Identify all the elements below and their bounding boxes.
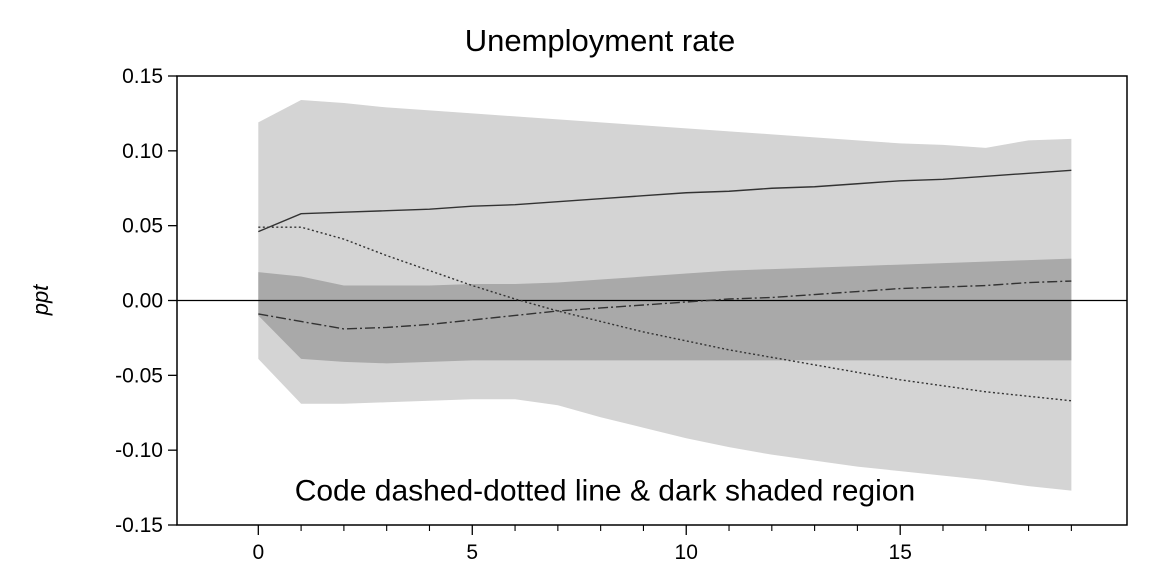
y-tick-label: -0.10 (115, 439, 163, 462)
y-tick-label: -0.05 (115, 364, 163, 387)
y-tick-label: 0.10 (122, 140, 163, 163)
y-tick-label: 0.00 (122, 290, 163, 313)
band-dark (258, 258, 1072, 364)
y-tick-label: 0.05 (122, 215, 163, 238)
y-tick-label: -0.15 (115, 514, 163, 537)
chart-title: Unemployment rate (465, 23, 736, 58)
series-dash-dot-line (258, 280, 1072, 330)
y-axis-label: ppt (28, 284, 53, 316)
plot-frame (176, 75, 1128, 526)
x-tick-label: 15 (889, 541, 912, 564)
x-tick-label: 5 (466, 541, 478, 564)
x-tick-label: 10 (675, 541, 698, 564)
series-dotted-line (258, 226, 1072, 402)
series-solid-line (258, 169, 1072, 233)
x-tick-label: 0 (252, 541, 264, 564)
plot-area: 0.15 0.10 0.05 0.00 -0.05 -0.10 -0.15 0 5 10 15 Cod… (115, 65, 1127, 564)
annotation-text: Code dashed-dotted line & dark shaded re… (295, 474, 915, 507)
y-tick-label: 0.15 (122, 65, 163, 88)
